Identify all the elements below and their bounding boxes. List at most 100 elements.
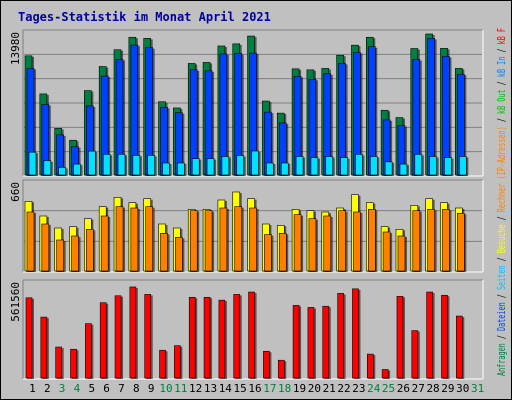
bar-pages-day-16 — [251, 150, 259, 176]
bar-sites-day-26 — [397, 235, 406, 272]
panel-3-ymax-label: 561560 — [9, 282, 22, 322]
x-label-day-25: 25 — [382, 382, 395, 395]
bar-sites-day-17 — [264, 234, 272, 272]
bar-kbytes-day-30 — [456, 315, 463, 379]
bar-sites-day-22 — [338, 210, 346, 272]
x-label-day-30: 30 — [456, 382, 469, 395]
bar-sites-day-6 — [100, 215, 109, 272]
legend-part-0: Anfragen — [495, 343, 508, 376]
bar-pages-day-7 — [117, 154, 126, 176]
x-label-day-17: 17 — [263, 382, 276, 395]
x-label-day-21: 21 — [323, 382, 336, 395]
bar-sites-day-14 — [219, 207, 228, 272]
bar-pages-day-19 — [295, 156, 304, 176]
bar-kbytes-day-25 — [381, 369, 389, 379]
bar-sites-day-7 — [115, 206, 124, 272]
bar-files-day-28 — [427, 38, 435, 176]
bar-files-day-29 — [442, 56, 450, 176]
legend-part-10: kB Out — [495, 89, 508, 114]
x-label-day-27: 27 — [412, 382, 425, 395]
bar-pages-day-4 — [73, 163, 81, 176]
bar-sites-day-8 — [130, 207, 139, 272]
bar-kbytes-day-23 — [352, 288, 359, 379]
bar-pages-day-15 — [236, 155, 245, 176]
legend-part-11: / — [495, 77, 508, 89]
bar-pages-day-30 — [459, 156, 467, 176]
x-label-day-11: 11 — [174, 382, 187, 395]
bar-kbytes-day-7 — [114, 295, 122, 379]
x-label-day-23: 23 — [352, 382, 365, 395]
bar-sites-day-4 — [71, 235, 79, 272]
bar-sites-day-28 — [427, 209, 435, 272]
bar-pages-day-9 — [147, 155, 156, 176]
bar-sites-day-23 — [353, 211, 361, 272]
bar-kbytes-day-11 — [174, 345, 181, 379]
legend-part-12: kB In — [495, 57, 508, 77]
legend-part-3: / — [495, 290, 508, 302]
bar-sites-day-3 — [56, 239, 64, 272]
bar-sites-day-1 — [26, 211, 35, 272]
bar-sites-day-30 — [457, 213, 465, 272]
bar-pages-day-29 — [444, 157, 452, 176]
bar-kbytes-day-21 — [322, 305, 330, 379]
bar-pages-day-2 — [43, 160, 52, 176]
bar-pages-day-8 — [132, 155, 141, 176]
bar-pages-day-3 — [58, 167, 66, 176]
bar-sites-day-29 — [442, 209, 450, 272]
bar-pages-day-25 — [384, 161, 393, 176]
bar-sites-day-9 — [145, 206, 154, 272]
bar-sites-day-18 — [278, 233, 287, 272]
bar-kbytes-day-13 — [203, 296, 211, 379]
bar-pages-day-27 — [414, 154, 423, 176]
bar-sites-day-5 — [86, 229, 94, 272]
right-legend-label: Anfragen / Dateien / Seiten / Besuche / … — [495, 28, 508, 376]
x-label-day-10: 10 — [159, 382, 172, 395]
panel-1-ymax-label: 13980 — [9, 32, 22, 65]
legend-part-5: / — [495, 253, 508, 265]
bar-pages-day-11 — [177, 162, 185, 176]
x-label-day-5: 5 — [88, 382, 95, 395]
x-label-day-26: 26 — [397, 382, 410, 395]
bar-kbytes-day-24 — [366, 353, 374, 379]
x-label-day-20: 20 — [308, 382, 321, 395]
x-label-day-14: 14 — [219, 382, 233, 395]
bar-sites-day-16 — [249, 207, 257, 272]
bar-sites-day-20 — [308, 218, 317, 272]
bar-kbytes-day-20 — [307, 307, 315, 379]
bar-kbytes-day-9 — [144, 294, 152, 379]
bar-kbytes-day-2 — [40, 316, 48, 379]
bar-sites-day-27 — [412, 210, 421, 272]
bar-kbytes-day-17 — [263, 350, 270, 379]
bar-pages-day-10 — [162, 162, 170, 176]
x-label-day-2: 2 — [44, 382, 51, 395]
bar-sites-day-25 — [382, 231, 391, 272]
bar-pages-day-26 — [399, 163, 408, 176]
x-label-day-22: 22 — [337, 382, 350, 395]
bar-kbytes-day-4 — [70, 348, 77, 379]
legend-part-13: / — [495, 44, 508, 56]
x-label-day-8: 8 — [133, 382, 140, 395]
bar-sites-day-21 — [323, 215, 332, 272]
bar-kbytes-day-29 — [441, 294, 448, 379]
x-label-day-31: 31 — [471, 382, 484, 395]
x-label-day-15: 15 — [234, 382, 247, 395]
bar-kbytes-day-18 — [277, 359, 285, 379]
bar-pages-day-21 — [325, 156, 334, 176]
x-label-day-19: 19 — [293, 382, 306, 395]
legend-part-8: Rechner (IP-Adressen) — [495, 126, 508, 212]
bar-pages-day-12 — [191, 158, 200, 176]
bar-kbytes-day-8 — [129, 286, 137, 379]
legend-part-6: Besuche — [495, 225, 508, 254]
bar-pages-day-14 — [221, 156, 230, 176]
x-label-day-6: 6 — [103, 382, 110, 395]
bar-sites-day-15 — [234, 206, 243, 272]
y-axis-max-labels: 13980 660 561560 — [9, 32, 22, 322]
bar-kbytes-day-26 — [396, 295, 404, 379]
x-label-day-16: 16 — [248, 382, 261, 395]
bar-kbytes-day-14 — [218, 299, 226, 379]
bar-sites-day-13 — [204, 210, 213, 272]
bar-kbytes-day-6 — [99, 302, 107, 379]
bar-sites-day-12 — [189, 210, 198, 272]
x-label-day-13: 13 — [204, 382, 217, 395]
